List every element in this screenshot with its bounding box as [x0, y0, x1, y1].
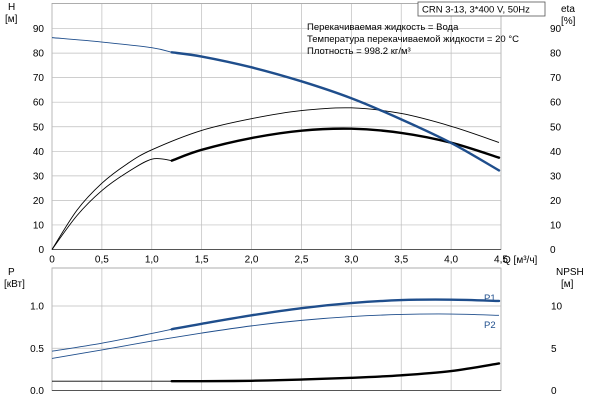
p1-curve-thick	[170, 298, 501, 331]
tick-labels-group: 0 0,5 1,0 1,5 2,0 2,5 3,0 3,5 4,0 4,5010203040506…	[30, 24, 562, 397]
x-tick-label: 3,0	[344, 255, 358, 266]
bottom-ylabel-right-line2: [м]	[561, 279, 574, 290]
top-ylabel-left-line1: H	[8, 2, 15, 13]
eta-total-curve-thin	[51, 158, 172, 250]
top-ylabel-left-line2: [м]	[5, 14, 18, 25]
x-tick-label: 4,0	[444, 255, 458, 266]
series-label-p1: P1	[484, 293, 496, 304]
top-y-tick-right: 40	[550, 147, 562, 158]
top-y-tick-left: 40	[33, 147, 45, 158]
p1-curve-thin	[51, 328, 172, 352]
top-y-tick-left: 60	[33, 98, 45, 109]
top-y-tick-left: 50	[33, 122, 45, 133]
x-tick-label: 1,0	[145, 255, 159, 266]
top-y-tick-left: 70	[33, 73, 45, 84]
top-y-tick-right: 20	[550, 196, 562, 207]
npsh-curve-thick	[170, 362, 501, 383]
p2-curve	[51, 313, 500, 359]
bottom-y-tick-right: 0	[551, 386, 557, 397]
info-line-liquid: Перекачиваемая жидкость = Вода	[307, 22, 459, 33]
top-y-tick-right: 70	[550, 73, 562, 84]
top-y-tick-left: 10	[33, 220, 45, 231]
bottom-y-tick-right: 5	[551, 344, 557, 355]
bottom-ylabel-left-line2: [кВт]	[4, 279, 25, 290]
top-y-tick-left: 30	[33, 171, 45, 182]
top-y-tick-right: 0	[550, 245, 556, 256]
top-y-tick-left: 20	[33, 196, 45, 207]
top-y-tick-right: 10	[550, 220, 562, 231]
bottom-y-tick-left: 1.0	[30, 302, 44, 313]
x-axis-label: Q [м³/ч]	[503, 255, 538, 266]
top-y-tick-left: 80	[33, 49, 45, 60]
top-y-tick-right: 90	[550, 24, 562, 35]
pump-label-box	[417, 1, 546, 17]
x-tick-label: 2,0	[245, 255, 259, 266]
top-grid	[51, 3, 502, 250]
top-y-tick-left: 90	[33, 24, 45, 35]
top-y-tick-right: 80	[550, 49, 562, 60]
x-tick-label: 4,5	[494, 255, 508, 266]
x-tick-label: 2,5	[294, 255, 308, 266]
info-line-density: Плотность = 998.2 кг/м³	[307, 46, 411, 57]
top-y-tick-right: 30	[550, 171, 562, 182]
bottom-y-tick-left: 0.0	[30, 386, 44, 397]
top-y-tick-left: 0	[38, 245, 44, 256]
top-y-tick-right: 60	[550, 98, 562, 109]
bottom-ylabel-left-line1: P	[8, 267, 15, 278]
x-tick-label: 1,5	[195, 255, 209, 266]
head-curve-thick	[170, 51, 501, 172]
bottom-series-group	[51, 298, 501, 383]
info-line-temperature: Температура перекачиваемой жидкости = 20…	[307, 34, 519, 45]
head-curve-thin	[51, 37, 172, 53]
x-tick-label: 3,5	[394, 255, 408, 266]
bottom-grid	[51, 267, 502, 391]
top-series-group	[51, 37, 501, 250]
bottom-y-tick-left: 0.5	[30, 344, 44, 355]
top-y-tick-right: 50	[550, 122, 562, 133]
eta-pump-curve	[51, 107, 500, 250]
x-tick-label: 0,5	[95, 255, 109, 266]
top-ylabel-right-line1: eta	[561, 4, 575, 15]
top-ylabel-right-line2: [%]	[561, 16, 576, 27]
bottom-ylabel-right-line1: NPSH	[556, 267, 584, 278]
x-tick-label: 0	[49, 255, 55, 266]
bottom-y-tick-right: 10	[551, 302, 563, 313]
pump-label: CRN 3-13, 3*400 V, 50Hz	[422, 5, 530, 16]
series-label-p2: P2	[484, 320, 496, 331]
